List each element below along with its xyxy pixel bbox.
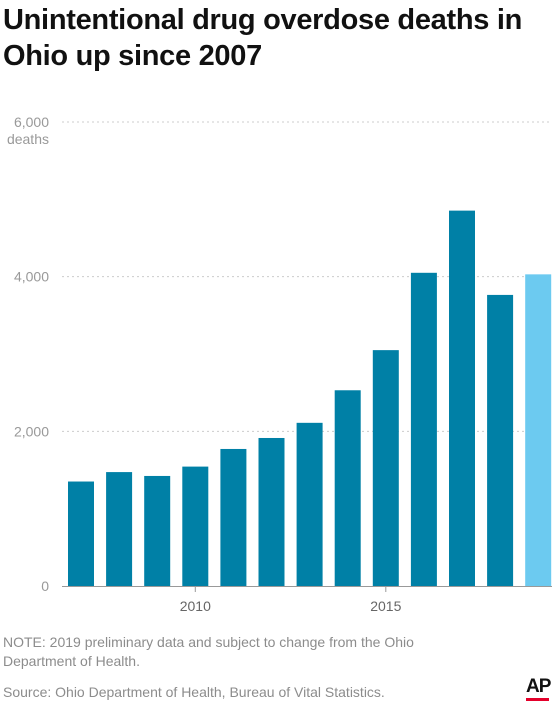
x-tick-label: 2010 — [180, 598, 211, 614]
bar-2009 — [144, 475, 171, 586]
y-tick-label: 6,000 — [14, 114, 49, 130]
axes — [62, 586, 552, 592]
ap-logo: AP — [526, 676, 551, 701]
bar-2019 — [525, 274, 552, 586]
bar-2017 — [449, 210, 475, 586]
bar-2008 — [106, 472, 133, 586]
x-tick-label: 2015 — [370, 598, 401, 614]
bar-2013 — [296, 422, 323, 586]
grid-lines — [62, 121, 552, 432]
y-axis-label: deaths — [7, 131, 49, 147]
ap-logo-text: AP — [526, 676, 551, 697]
y-tick-label: 4,000 — [14, 269, 49, 285]
bar-2011 — [220, 448, 247, 586]
bar-2015 — [372, 350, 399, 586]
chart-source: Source: Ohio Department of Health, Burea… — [3, 684, 385, 700]
bar-chart: 2010 2015 6,000 4,000 2,000 0 deaths — [7, 114, 552, 614]
tick-labels: 2010 2015 6,000 4,000 2,000 0 deaths — [7, 114, 402, 614]
chart-title: Unintentional drug overdose deaths in Oh… — [3, 4, 523, 72]
bar-2016 — [410, 272, 437, 586]
bar-2018 — [487, 294, 514, 586]
bar-2010 — [182, 466, 209, 586]
y-tick-label: 0 — [41, 578, 49, 594]
chart-note: NOTE: 2019 preliminary data and subject … — [3, 634, 414, 669]
bar-2014 — [334, 390, 361, 586]
bar-2007 — [68, 481, 94, 586]
y-tick-label: 2,000 — [14, 423, 49, 439]
bars — [68, 210, 552, 586]
ap-logo-bar — [526, 698, 549, 701]
bar-2012 — [258, 437, 285, 586]
